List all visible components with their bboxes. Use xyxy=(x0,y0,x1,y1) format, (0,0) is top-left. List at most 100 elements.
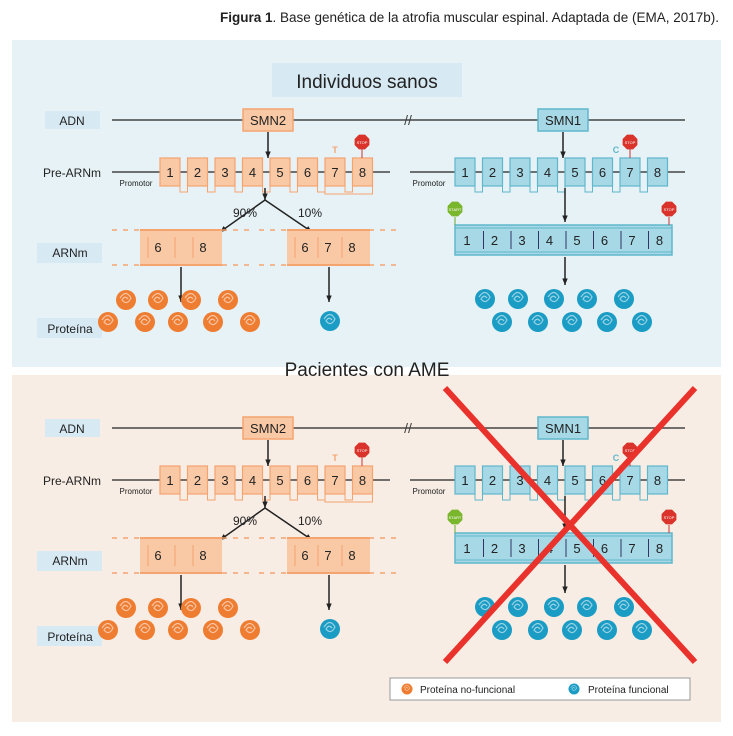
smn1-exon xyxy=(454,157,476,187)
smn2-exon xyxy=(241,157,264,187)
stop-sign-icon-label: STOP xyxy=(625,448,636,453)
start-sign-icon-label: START xyxy=(449,515,462,520)
exon7-skip-junction xyxy=(324,186,373,195)
arrow-head xyxy=(326,295,332,302)
splice-junction xyxy=(529,186,538,193)
protein-body xyxy=(98,620,118,640)
protein-icon xyxy=(562,620,582,640)
splice-junction xyxy=(502,186,511,193)
smn2-exon xyxy=(214,157,236,187)
smn1-mrna-exon-number: 2 xyxy=(491,233,498,248)
protein-swirl xyxy=(495,622,508,634)
row-label-pre-arnm: Pre-ARNm xyxy=(43,166,101,180)
smn1-exon-number: 1 xyxy=(461,473,468,488)
stop-sign-icon: STOP xyxy=(354,134,370,150)
arrow-head xyxy=(326,603,332,610)
smn2-mrna-box xyxy=(140,538,222,573)
row-label-bg xyxy=(37,243,102,263)
panel-healthy: Individuos sanos ADN Pre-ARNm ARNm Proteína /… xyxy=(12,40,721,367)
caption-label: Figura 1 xyxy=(219,10,273,25)
protein-icon xyxy=(614,597,634,617)
splice-junction xyxy=(474,494,483,501)
splice-junction xyxy=(234,494,243,501)
protein-icon xyxy=(475,289,495,309)
protein-swirl xyxy=(531,314,544,326)
smn1-promotor-label: Promotor xyxy=(413,487,446,496)
smn2-exon-number: 2 xyxy=(194,165,201,180)
protein-body xyxy=(203,620,223,640)
protein-swirl xyxy=(171,622,184,634)
protein-icon xyxy=(116,598,136,618)
smn1-exon-number: 2 xyxy=(489,165,496,180)
smn2-nucleotide: T xyxy=(332,145,338,155)
start-sign-icon-label: START xyxy=(449,207,462,212)
smn2-mrna-box xyxy=(287,538,370,573)
arrow-line xyxy=(264,507,313,541)
row-label-arnm: ARNm xyxy=(52,554,87,568)
protein-icon xyxy=(168,620,188,640)
mrna-exon-number: 6 xyxy=(301,548,308,563)
protein-icon xyxy=(181,598,201,618)
protein-body xyxy=(181,598,201,618)
protein-swirl xyxy=(101,314,114,326)
smn2-exon-number: 7 xyxy=(331,473,338,488)
smn2-mrna-box xyxy=(287,230,370,265)
protein-body xyxy=(562,312,582,332)
protein-body xyxy=(577,289,597,309)
smn1-mrna-exon-number: 8 xyxy=(656,541,663,556)
smn1-exon-number: 7 xyxy=(626,165,633,180)
protein-body xyxy=(116,598,136,618)
protein-icon xyxy=(240,312,260,332)
stop-sign-icon-label: STOP xyxy=(664,515,675,520)
arrow-line xyxy=(264,199,313,233)
stop-sign-icon-label: STOP xyxy=(357,448,368,453)
protein-body xyxy=(168,312,188,332)
arrow-line xyxy=(219,507,266,541)
smn2-mrna-box xyxy=(140,230,222,265)
protein-body xyxy=(568,683,580,695)
protein-swirl xyxy=(184,292,197,304)
row-label-pre-arnm: Pre-ARNm xyxy=(43,474,101,488)
smn2-promotor-label: Promotor xyxy=(120,179,153,188)
protein-body xyxy=(544,289,564,309)
protein-swirl xyxy=(635,314,648,326)
protein-icon xyxy=(568,683,580,695)
arrow-head xyxy=(262,193,268,200)
protein-swirl xyxy=(565,622,578,634)
smn1-mrna-exon-number: 6 xyxy=(601,233,608,248)
arrow-head xyxy=(265,459,271,466)
protein-swirl xyxy=(184,600,197,612)
protein-icon xyxy=(240,620,260,640)
smn1-exon-number: 7 xyxy=(626,473,633,488)
break-mark-icon: // xyxy=(404,112,412,128)
legend-functional-label: Proteína funcional xyxy=(588,685,669,696)
protein-icon xyxy=(218,598,238,618)
protein-swirl xyxy=(580,599,593,611)
smn2-exon-number: 4 xyxy=(249,473,256,488)
protein-body xyxy=(218,598,238,618)
splice-junction xyxy=(207,186,216,193)
protein-body xyxy=(492,312,512,332)
protein-icon xyxy=(203,620,223,640)
protein-swirl xyxy=(547,291,560,303)
smn1-exon-number: 5 xyxy=(571,473,578,488)
mrna-exon-number: 6 xyxy=(154,548,161,563)
splice-junction xyxy=(344,494,353,501)
stop-sign-icon-shape xyxy=(661,509,677,525)
protein-swirl xyxy=(243,622,256,634)
protein-icon xyxy=(577,597,597,617)
protein-swirl xyxy=(138,314,151,326)
protein-icon xyxy=(544,289,564,309)
smn1-promotor-label: Promotor xyxy=(413,179,446,188)
smn2-label: SMN2 xyxy=(250,113,286,128)
smn2-exon-number: 1 xyxy=(166,473,173,488)
protein-body xyxy=(528,312,548,332)
smn2-nucleotide: T xyxy=(332,453,338,463)
smn1-exon xyxy=(564,157,586,187)
smn1-mrna-exon-number: 4 xyxy=(546,233,553,248)
protein-icon xyxy=(116,290,136,310)
protein-icon xyxy=(492,312,512,332)
smn1-gene-box xyxy=(537,416,589,440)
protein-icon xyxy=(492,620,512,640)
arrow-head xyxy=(262,501,268,508)
